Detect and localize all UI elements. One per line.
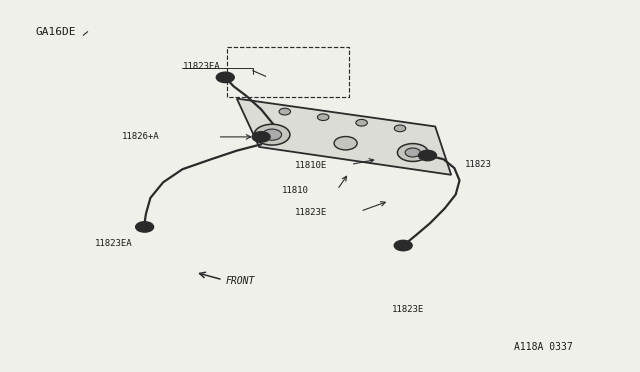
Text: 11826+A: 11826+A	[122, 132, 159, 141]
Circle shape	[254, 124, 290, 145]
Text: 11810E: 11810E	[294, 161, 326, 170]
Polygon shape	[237, 99, 451, 175]
Circle shape	[279, 108, 291, 115]
Text: 11823EA: 11823EA	[95, 239, 132, 248]
Circle shape	[394, 240, 412, 251]
Circle shape	[405, 148, 420, 157]
Circle shape	[334, 137, 357, 150]
Text: FRONT: FRONT	[225, 276, 255, 286]
Circle shape	[419, 150, 436, 161]
Circle shape	[394, 125, 406, 132]
Text: 11810: 11810	[282, 186, 308, 195]
Circle shape	[356, 119, 367, 126]
Text: 11823: 11823	[465, 160, 492, 169]
Circle shape	[216, 72, 234, 83]
Circle shape	[317, 114, 329, 121]
Circle shape	[252, 132, 270, 142]
Text: GA16DE: GA16DE	[35, 27, 76, 36]
Text: A118A 0337: A118A 0337	[514, 342, 573, 352]
Circle shape	[262, 129, 282, 140]
Text: 11823EA: 11823EA	[182, 62, 220, 71]
Circle shape	[136, 222, 154, 232]
Text: 11823E: 11823E	[294, 208, 326, 217]
Circle shape	[397, 144, 428, 161]
Text: 11823E: 11823E	[392, 305, 424, 314]
